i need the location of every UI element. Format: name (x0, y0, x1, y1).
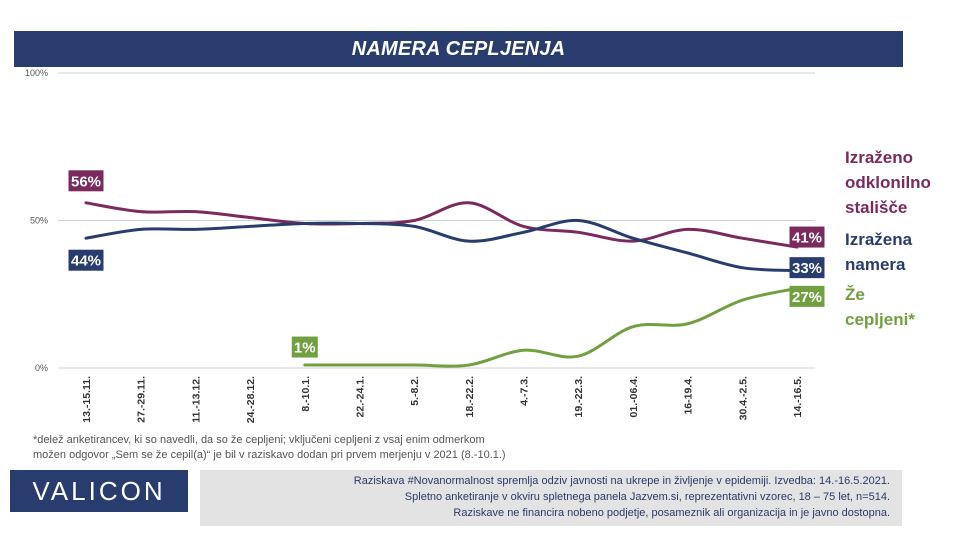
data-label-box (789, 285, 825, 307)
x-tick-label: 19.-22.3. (573, 376, 585, 418)
y-tick-label: 0% (35, 363, 48, 373)
x-tick-label: 18.-22.2. (464, 376, 476, 418)
legend-cepljeni: Že cepljeni* (845, 282, 915, 332)
legend-odklonilno: Izraženo odklonilno stališče (845, 145, 931, 220)
series-line-1 (84, 218, 799, 273)
x-tick-label: 30.4.-2.5. (737, 376, 749, 420)
y-tick-label: 50% (30, 216, 48, 226)
data-label: 44% (71, 253, 101, 270)
x-tick-label: 14.-16.5. (792, 376, 804, 418)
footnote-line-2: možen odgovor „Sem se že cepil(a)“ je bi… (33, 449, 506, 461)
data-label-box (789, 226, 825, 248)
data-label-box (789, 257, 825, 279)
legend-namera-line-2: namera (845, 255, 906, 274)
source-line-2: Spletno anketiranje v okviru spletnega p… (404, 491, 890, 503)
x-tick-label: 01.-06.4. (628, 376, 640, 418)
data-label-box (291, 336, 318, 358)
legend-namera: Izražena namera (845, 227, 912, 277)
source-line-3: Raziskave ne financira nobeno podjetje, … (453, 507, 890, 519)
legend-odklonilno-line-1: Izraženo (845, 148, 914, 167)
data-label-box (68, 249, 104, 271)
chart-title: NAMERA CEPLJENJA (351, 37, 566, 60)
x-tick-label: 22.-24.1. (354, 376, 366, 418)
data-label: 41% (792, 230, 822, 247)
series-line-0 (84, 201, 799, 249)
data-label: 1% (294, 340, 316, 357)
x-tick-label: 4.-7.3. (519, 376, 531, 406)
logo-text: VALICON (32, 475, 166, 506)
data-label: 56% (71, 173, 101, 190)
footnote: *delež anketirancev, ki so navedli, da s… (33, 433, 593, 463)
data-label: 27% (792, 289, 822, 306)
footnote-line-1: *delež anketirancev, ki so navedli, da s… (33, 434, 485, 446)
x-tick-label: 16-19.4. (683, 376, 695, 415)
series-line-2 (303, 286, 799, 368)
title-bar: NAMERA CEPLJENJA (14, 31, 903, 67)
y-tick-label: 100% (25, 68, 48, 78)
x-tick-label: 11.-13.12. (190, 376, 202, 423)
data-label: 33% (792, 260, 822, 277)
data-label-box (68, 170, 104, 192)
x-tick-label: 24.-28.12. (245, 376, 257, 423)
legend-odklonilno-line-3: stališče (845, 198, 908, 217)
x-tick-label: 27.-29.11. (136, 376, 148, 423)
legend-namera-line-1: Izražena (845, 230, 913, 249)
x-tick-label: 13.-15.11. (81, 376, 93, 423)
x-tick-label: 5.-8.2. (409, 376, 421, 406)
source-note: Raziskava #Novanormalnost spremlja odziv… (200, 470, 902, 526)
valicon-logo: VALICON (10, 470, 188, 512)
legend-cepljeni-line-1: Že (845, 285, 865, 304)
x-tick-label: 8.-10.1. (300, 376, 312, 412)
legend-odklonilno-line-2: odklonilno (845, 173, 931, 192)
legend-cepljeni-line-2: cepljeni* (845, 310, 915, 329)
source-line-1: Raziskava #Novanormalnost spremlja odziv… (353, 475, 890, 487)
